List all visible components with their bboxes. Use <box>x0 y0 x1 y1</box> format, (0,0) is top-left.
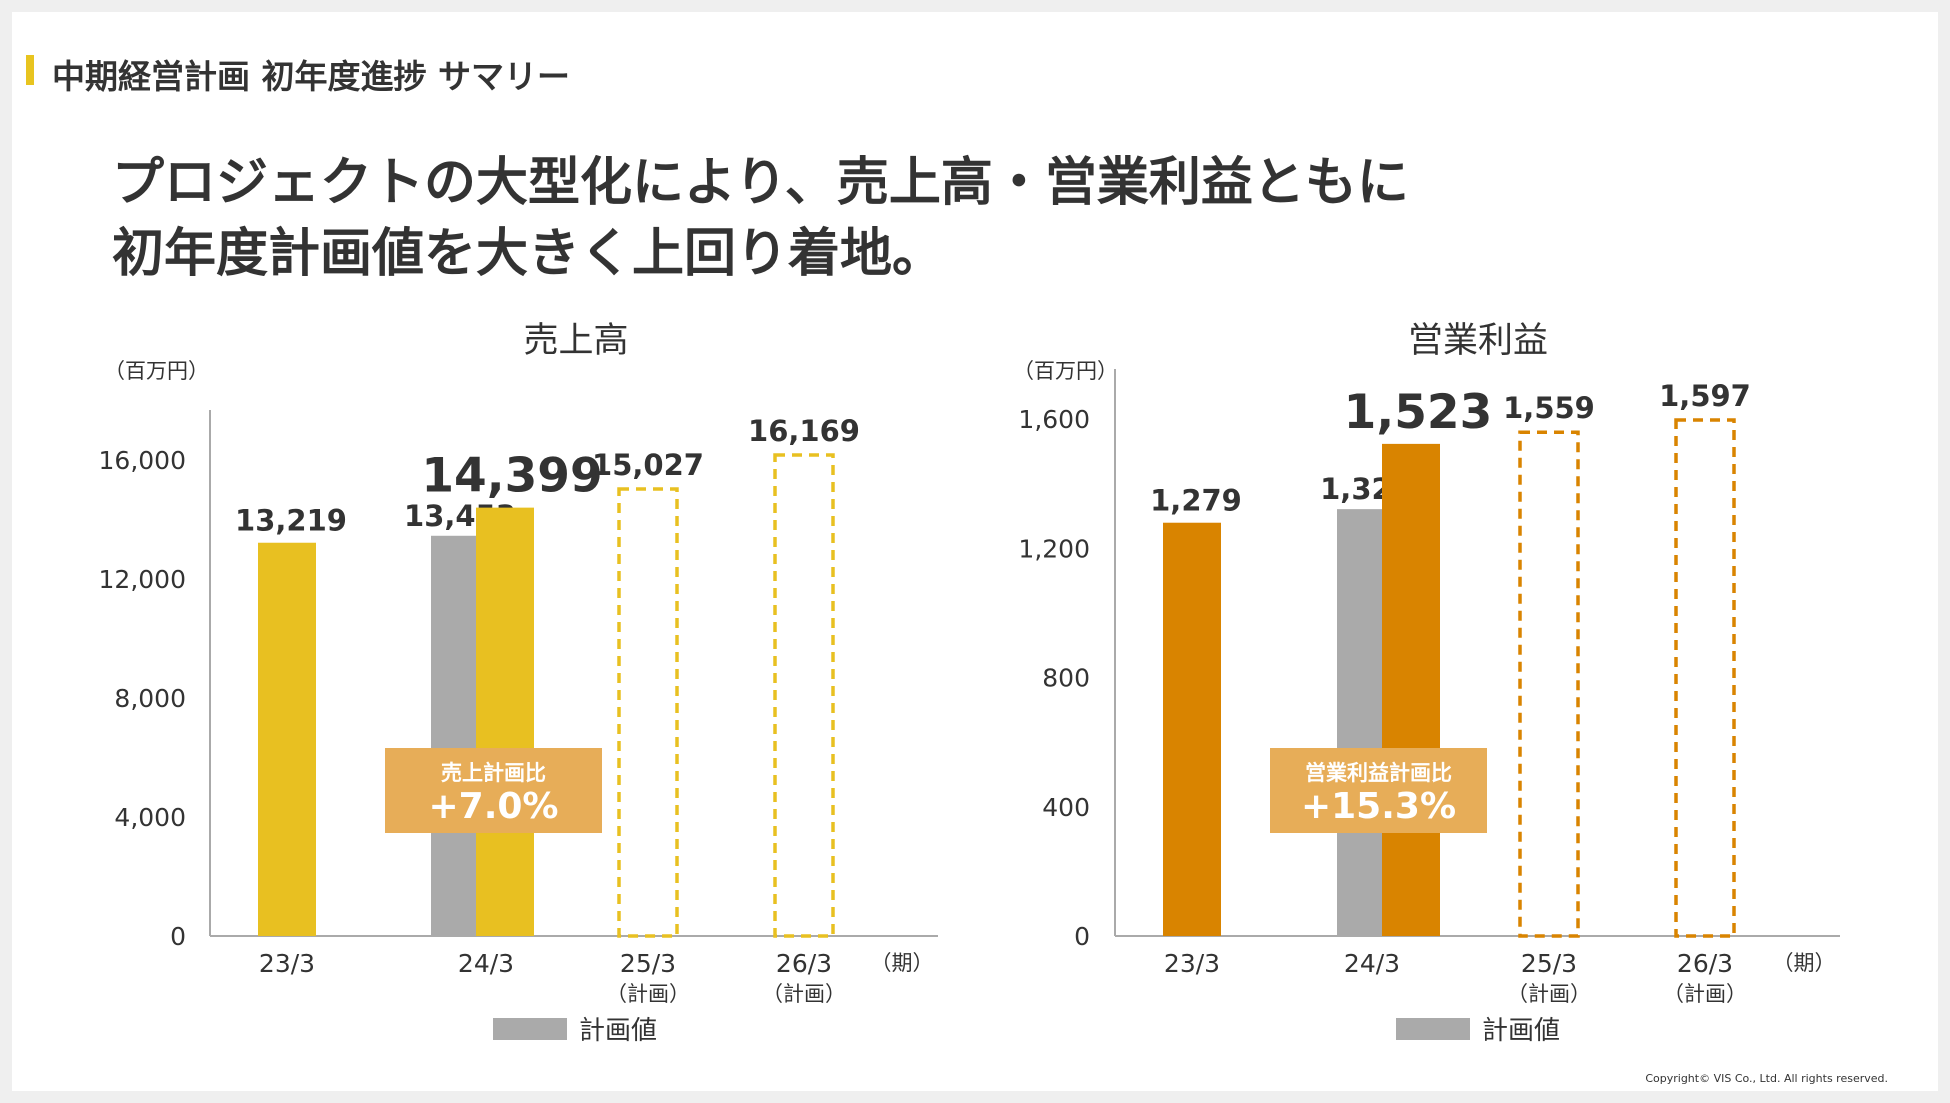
chart2-y-tick-label: 800 <box>1042 664 1090 693</box>
chart1-y-tick-label: 0 <box>170 922 186 951</box>
chart2-plan-future-bar-label: 1,597 <box>1659 379 1751 413</box>
chart2-x-tick-sublabel: （計画） <box>1663 982 1747 1006</box>
chart2-x-tick-label: 26/3 <box>1677 949 1733 978</box>
chart1-plan-future-bar <box>617 487 679 938</box>
chart1-x-tick-label: 26/3 <box>776 949 832 978</box>
headline: プロジェクトの大型化により、売上高・営業利益ともに 初年度計画値を大きく上回り着… <box>112 148 1409 290</box>
chart1-x-tick-sublabel: （計画） <box>762 982 846 1006</box>
copyright: Copyright© VIS Co., Ltd. All rights rese… <box>1645 1072 1888 1085</box>
chart2-y-tick-label: 400 <box>1042 793 1090 822</box>
chart2-legend-label: 計画値 <box>1482 1016 1560 1046</box>
chart1-x-tick-label: 25/3 <box>620 949 676 978</box>
section-accent-bar <box>26 55 34 85</box>
chart1-plan-future-bar-label: 15,027 <box>592 448 704 482</box>
chart2-x-tick-label: 25/3 <box>1521 949 1577 978</box>
chart1-x-tick-sublabel: （計画） <box>606 982 690 1006</box>
chart1-actual-bar <box>476 507 534 936</box>
chart2-plan-future-bar <box>1674 418 1736 938</box>
chart2-y-tick-label: 0 <box>1074 922 1090 951</box>
section-title: 中期経営計画 初年度進捗 サマリー <box>52 57 570 96</box>
chart2-actual-bar <box>1382 443 1440 936</box>
chart2-y-tick-label: 1,600 <box>1018 405 1090 434</box>
chart2-plan-future-bar <box>1518 430 1580 938</box>
chart1-y-tick-label: 16,000 <box>99 446 186 475</box>
chart1-title: 売上高 <box>523 321 628 361</box>
chart2-actual-bar-label: 1,523 <box>1344 385 1493 440</box>
chart1-plan-future-bar-label: 16,169 <box>748 414 860 448</box>
chart1-legend-label: 計画値 <box>579 1016 657 1046</box>
chart2-annotation-label: 営業利益計画比 <box>1305 761 1452 785</box>
chart1-y-tick-label: 4,000 <box>114 803 186 832</box>
slide <box>12 12 1938 1091</box>
chart1-actual-bar-label: 13,219 <box>235 504 347 538</box>
chart2-x-tick-label: 23/3 <box>1164 949 1220 978</box>
chart1-annotation-label: 売上計画比 <box>441 761 546 785</box>
chart2-actual-bar-label: 1,279 <box>1150 484 1242 518</box>
chart1-x-tick-label: 23/3 <box>259 949 315 978</box>
chart1-x-tick-label: 24/3 <box>458 949 514 978</box>
chart2-y-tick-label: 1,200 <box>1018 534 1090 563</box>
chart1-annotation-badge <box>385 748 602 833</box>
chart2-plan-future-bar-label: 1,559 <box>1503 391 1595 425</box>
chart2-actual-bar <box>1163 522 1221 936</box>
chart1-y-tick-label: 8,000 <box>114 684 186 713</box>
chart2-unit-label: （百万円） <box>1013 359 1118 383</box>
chart1-y-tick-label: 12,000 <box>99 565 186 594</box>
chart2-annotation-badge <box>1270 748 1487 833</box>
chart1-actual-bar-label: 14,399 <box>421 449 602 504</box>
chart1-annotation-value: +7.0% <box>428 786 558 827</box>
chart2-annotation-value: +15.3% <box>1301 786 1456 827</box>
chart1-plan-future-bar <box>773 453 835 938</box>
chart2-x-tick-sublabel: （計画） <box>1507 982 1591 1006</box>
chart1-period-label: （期） <box>871 951 934 975</box>
chart2-x-tick-label: 24/3 <box>1344 949 1400 978</box>
chart2-legend-swatch <box>1396 1018 1470 1040</box>
chart1-actual-bar <box>258 542 316 936</box>
headline-line-2: 初年度計画値を大きく上回り着地。 <box>112 224 945 284</box>
chart1-unit-label: （百万円） <box>104 359 209 383</box>
chart2-period-label: （期） <box>1773 951 1836 975</box>
chart1-legend-swatch <box>493 1018 567 1040</box>
chart2-title: 営業利益 <box>1408 321 1548 361</box>
headline-line-1: プロジェクトの大型化により、売上高・営業利益ともに <box>112 153 1409 213</box>
